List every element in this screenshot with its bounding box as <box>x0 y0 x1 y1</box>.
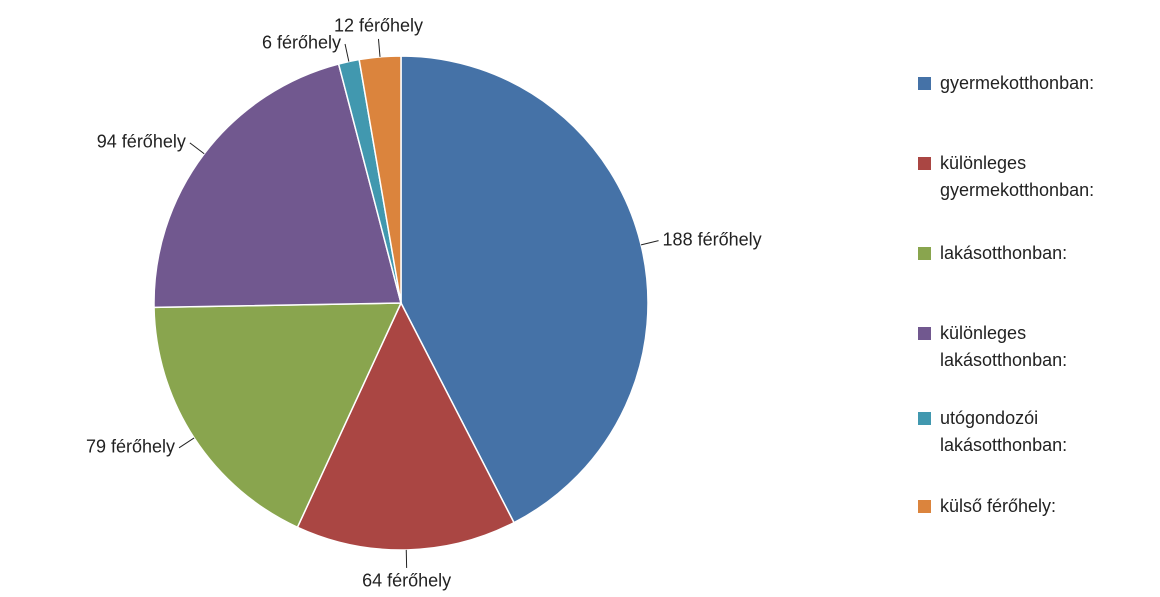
pie-slice <box>153 302 403 529</box>
legend-swatch <box>918 500 931 513</box>
legend-label: utógondozói lakásotthonban: <box>940 408 1068 455</box>
legend-label: különleges gyermekotthonban: <box>940 153 1095 200</box>
legend-swatch <box>918 247 931 260</box>
leader-line <box>344 43 350 62</box>
pie-slice <box>153 63 402 309</box>
data-label: 188 férőhely <box>663 229 762 249</box>
leader-line <box>640 240 659 246</box>
leader-line <box>189 142 205 155</box>
legend-swatch <box>918 77 931 90</box>
leader-line <box>377 38 381 57</box>
leader-line <box>178 437 195 449</box>
data-label: 94 férőhely <box>97 132 186 152</box>
legend-item: utógondozói lakásotthonban: <box>918 405 1150 459</box>
legend-label: külső férőhely: <box>940 496 1057 516</box>
data-label: 64 férőhely <box>362 571 451 591</box>
legend-label: gyermekotthonban: <box>940 73 1095 93</box>
data-label: 12 férőhely <box>334 16 423 36</box>
legend-swatch <box>918 412 931 425</box>
data-label: 79 férőhely <box>86 437 175 457</box>
data-label: 6 férőhely <box>262 33 341 53</box>
pie-area: 188 férőhely 64 férőhely 79 férőhely 94 fér… <box>86 16 762 591</box>
pie-slice <box>400 55 649 524</box>
legend-item: lakásotthonban: <box>918 240 1150 267</box>
legend-item: különleges gyermekotthonban: <box>918 150 1150 204</box>
legend-swatch <box>918 327 931 340</box>
legend-item: külső férőhely: <box>918 493 1150 520</box>
legend-label: különleges lakásotthonban: <box>940 323 1068 370</box>
legend-swatch <box>918 157 931 170</box>
legend-item: különleges lakásotthonban: <box>918 320 1150 374</box>
legend-label: lakásotthonban: <box>940 243 1068 263</box>
legend-item: gyermekotthonban: <box>918 70 1150 97</box>
